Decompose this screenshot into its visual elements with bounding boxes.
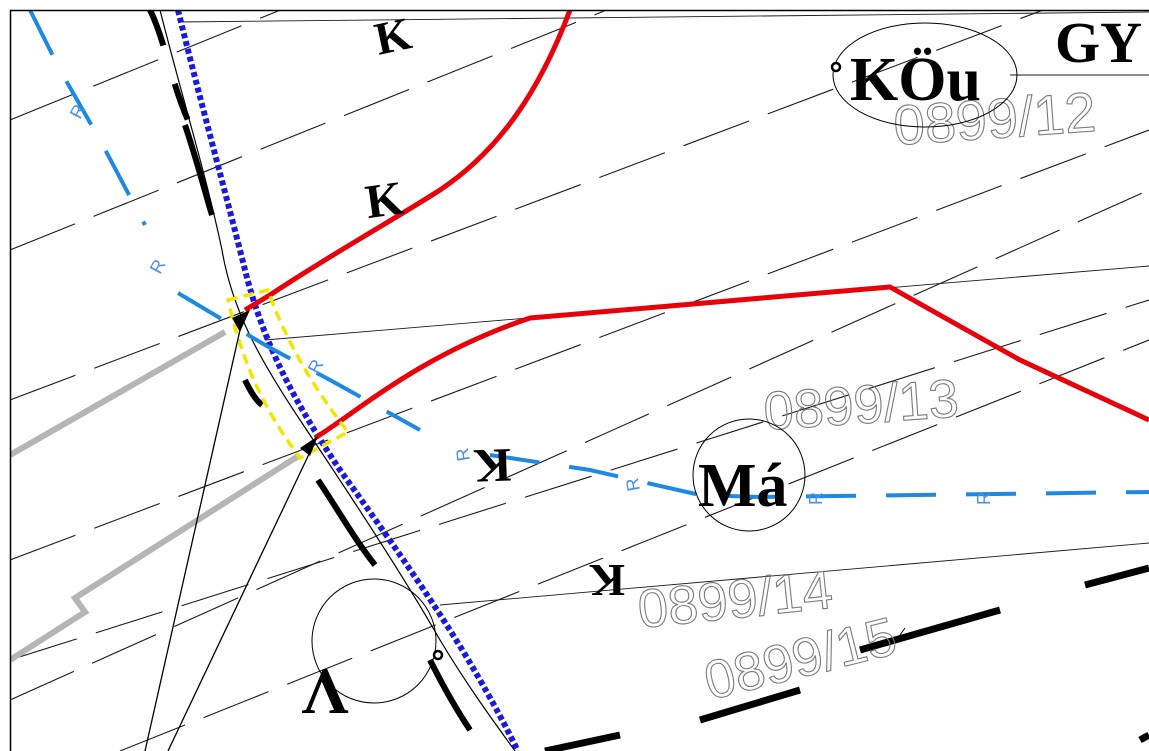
utility-r-label: R (974, 492, 994, 505)
contour-lines (10, 10, 1149, 751)
land-use-koeu-label: KÖu (850, 46, 981, 114)
contour-k-label: K (589, 555, 625, 606)
leader-lines (144, 329, 311, 751)
pointer-arrow-icon (232, 310, 318, 456)
highlight-area (225, 287, 351, 461)
utility-r-label: R (806, 492, 826, 505)
parcel-number-label: 0899/13 (762, 369, 961, 442)
survey-point-icon (432, 649, 444, 661)
contour-k-label: K (362, 171, 406, 229)
land-use-ma-label: Má (698, 452, 788, 520)
map-frame (9, 9, 1149, 751)
road-gray (10, 329, 302, 663)
utility-line-blue (28, 10, 1149, 500)
survey-point-icon (830, 61, 842, 73)
utility-r-label: R (622, 477, 644, 493)
red-boundary-lines (243, 10, 1149, 441)
contour-k-label: K (473, 438, 512, 492)
land-use-labels: KÖu GY Má V (301, 10, 1142, 728)
land-use-v-label: V (301, 655, 349, 728)
utility-r-label: R (452, 447, 474, 463)
right-of-way-line (147, 10, 1149, 751)
land-use-gy-label: GY (1055, 10, 1142, 75)
parcel-number-label: 0899/12 (891, 80, 1097, 157)
